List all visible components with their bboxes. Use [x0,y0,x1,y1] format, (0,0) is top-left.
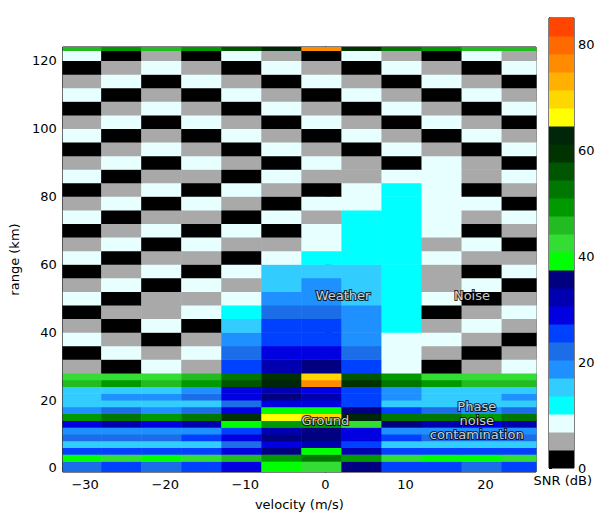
svg-text:20: 20 [40,393,57,408]
svg-text:0: 0 [578,461,586,476]
svg-text:80: 80 [40,189,57,204]
svg-text:noise: noise [459,413,494,428]
svg-text:120: 120 [32,53,57,68]
svg-text:60: 60 [40,257,57,272]
svg-text:10: 10 [397,477,414,492]
svg-text:0: 0 [321,477,329,492]
svg-text:Ground: Ground [301,413,349,428]
svg-text:−10: −10 [232,477,259,492]
svg-text:40: 40 [40,325,57,340]
svg-text:SNR (dB): SNR (dB) [533,473,592,488]
svg-text:20: 20 [477,477,494,492]
svg-text:20: 20 [578,355,595,370]
svg-text:40: 40 [578,249,595,264]
svg-text:−30: −30 [71,477,98,492]
svg-text:60: 60 [578,143,595,158]
svg-text:−20: −20 [151,477,178,492]
svg-text:80: 80 [578,37,595,52]
svg-text:range (km): range (km) [7,223,22,295]
svg-text:Weather: Weather [316,288,371,303]
svg-text:0: 0 [48,460,56,475]
svg-text:100: 100 [32,121,57,136]
svg-text:Noise: Noise [454,288,490,303]
svg-text:velocity (m/s): velocity (m/s) [255,497,344,512]
svg-text:contamination: contamination [430,427,524,442]
svg-text:Phase: Phase [457,399,496,414]
